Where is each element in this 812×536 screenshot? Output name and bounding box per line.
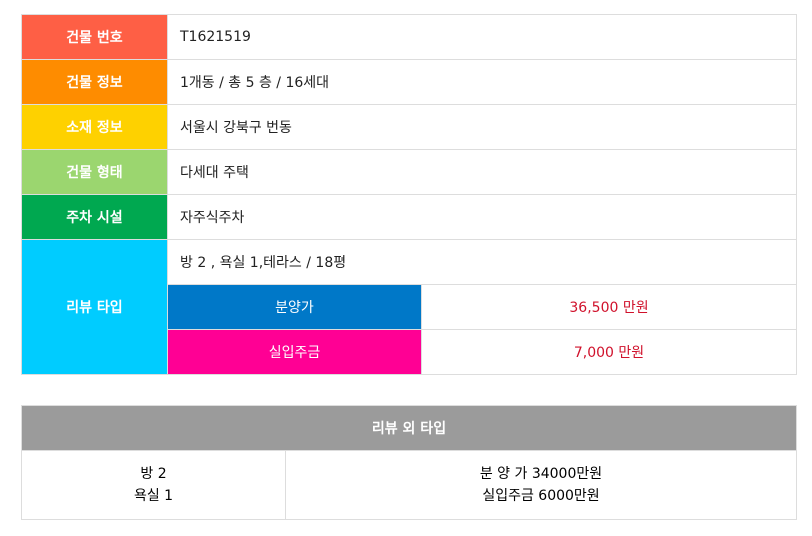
price-label: 분양가 [167, 284, 422, 330]
text: 욕실 1 [133, 488, 174, 504]
label: 건물 정보 [21, 59, 168, 105]
value: 자주식주차 [167, 194, 797, 240]
price-value: 36,500 만원 [421, 284, 797, 330]
text: 분 양 가 34000만원 [479, 466, 603, 482]
label: 주차 시설 [21, 194, 168, 240]
text: 실입주금 6000만원 [482, 488, 600, 504]
label: 리뷰 타입 [21, 239, 168, 375]
price-label: 실입주금 [167, 329, 422, 375]
info-table: 건물 번호 T1621519 건물 정보 1개동 / 총 5 층 / 16세대 소재… [21, 14, 797, 375]
label: 건물 번호 [21, 14, 168, 60]
value: 방 2 , 욕실 1,테라스 / 18평 [167, 239, 797, 285]
label: 건물 형태 [21, 149, 168, 195]
value: 1개동 / 총 5 층 / 16세대 [167, 59, 797, 105]
header: 리뷰 외 타입 [21, 405, 797, 451]
price-value: 7,000 만원 [421, 329, 797, 375]
label: 소재 정보 [21, 104, 168, 150]
cell: 방 2 욕실 1 [21, 450, 286, 520]
value: 서울시 강북구 번동 [167, 104, 797, 150]
value: T1621519 [167, 14, 797, 60]
text: 방 2 [140, 466, 167, 482]
value: 다세대 주택 [167, 149, 797, 195]
